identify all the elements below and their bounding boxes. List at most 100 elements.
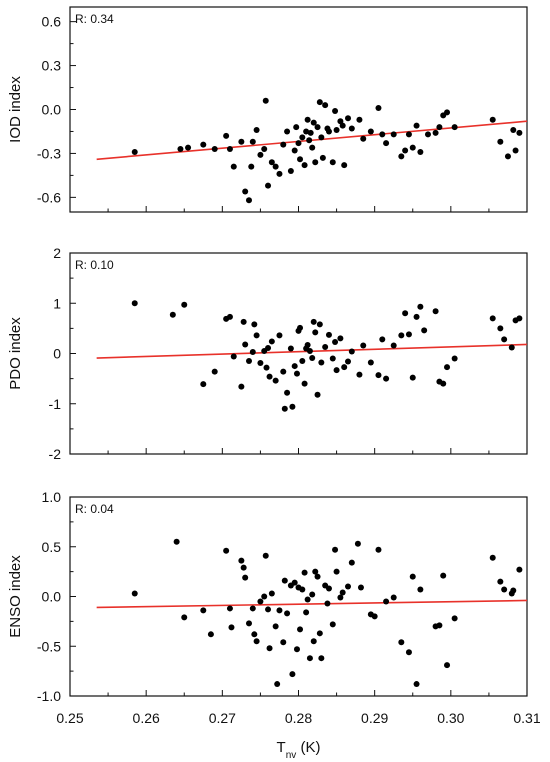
data-point	[272, 163, 279, 170]
data-point	[332, 107, 339, 114]
data-point	[251, 631, 258, 638]
data-point	[354, 540, 361, 547]
data-point	[329, 159, 336, 166]
data-point	[304, 341, 311, 348]
data-point	[303, 128, 310, 135]
data-point	[375, 546, 382, 553]
data-point	[413, 122, 420, 129]
data-point	[325, 128, 332, 135]
data-point	[251, 321, 258, 328]
data-point	[257, 598, 264, 605]
data-point	[409, 144, 416, 151]
data-point	[432, 129, 439, 136]
y-tick-label: 0.0	[42, 589, 62, 605]
data-point	[293, 124, 300, 131]
x-tick-label: 0.28	[285, 710, 312, 726]
data-point	[432, 308, 439, 315]
data-point	[516, 129, 523, 136]
data-point	[444, 662, 451, 669]
data-point	[299, 586, 306, 593]
data-point	[398, 639, 405, 646]
data-point	[265, 182, 272, 189]
data-point	[257, 360, 264, 367]
data-point	[309, 591, 316, 598]
data-point	[306, 137, 313, 144]
data-point	[249, 348, 256, 355]
data-point	[316, 99, 323, 106]
data-point	[417, 586, 424, 593]
data-point	[379, 131, 386, 138]
data-point	[319, 154, 326, 161]
data-point	[332, 546, 339, 553]
data-point	[501, 586, 508, 593]
data-point	[440, 380, 447, 387]
data-point	[489, 315, 496, 322]
data-point	[291, 147, 298, 154]
data-point	[304, 596, 311, 603]
data-point	[383, 375, 390, 382]
data-point	[309, 144, 316, 151]
y-tick-label: 0.5	[42, 539, 62, 555]
data-point	[173, 538, 180, 545]
data-point	[390, 594, 397, 601]
data-point	[516, 566, 523, 573]
plot-frame	[69, 496, 528, 697]
regression-line	[96, 599, 528, 609]
data-point	[303, 609, 310, 616]
y-tick-label: 0.0	[42, 102, 62, 118]
data-point	[497, 325, 504, 332]
data-point	[337, 594, 344, 601]
y-tick-label: 2	[53, 245, 61, 261]
data-point	[337, 335, 344, 342]
data-point	[383, 598, 390, 605]
data-point	[306, 655, 313, 662]
r-annotation: R: 0.04	[75, 502, 114, 516]
data-point	[398, 153, 405, 160]
data-point	[497, 578, 504, 585]
data-point	[297, 156, 304, 163]
y-tick-label: -1.0	[37, 688, 61, 704]
data-point	[451, 615, 458, 622]
data-point	[200, 381, 207, 388]
data-point	[261, 593, 268, 600]
data-point	[367, 359, 374, 366]
data-point	[318, 655, 325, 662]
data-point	[316, 630, 323, 637]
data-point	[284, 389, 291, 396]
data-point	[489, 116, 496, 123]
data-point	[245, 620, 252, 627]
data-point	[289, 403, 296, 410]
data-point	[280, 639, 287, 646]
data-point	[309, 355, 316, 362]
data-point	[413, 681, 420, 688]
data-point	[238, 138, 245, 145]
data-point	[360, 135, 367, 142]
data-point	[301, 162, 308, 169]
data-point	[436, 124, 443, 131]
data-point	[417, 303, 424, 310]
data-point	[312, 568, 319, 575]
x-tick-label: 0.31	[513, 710, 540, 726]
data-point	[276, 607, 283, 614]
data-point	[322, 102, 329, 109]
data-point	[272, 623, 279, 630]
data-point	[383, 140, 390, 147]
y-axis-title: PDO index	[7, 317, 24, 390]
plot-frame	[69, 6, 528, 213]
data-point	[307, 129, 314, 136]
data-point	[257, 151, 264, 158]
data-point	[238, 557, 245, 564]
panel-1: 0.6 0.3 0.0 -0.3 -0.6 IOD index R: 0.34	[7, 6, 528, 213]
data-point	[405, 649, 412, 656]
data-point	[181, 614, 188, 621]
data-point	[287, 345, 294, 352]
data-point	[223, 132, 230, 139]
data-point	[238, 383, 245, 390]
data-point	[230, 163, 237, 170]
x-tick-label: 0.29	[361, 710, 388, 726]
data-point	[512, 147, 519, 154]
data-point	[417, 148, 424, 155]
data-point	[274, 681, 281, 688]
data-point	[181, 301, 188, 308]
data-point	[226, 605, 233, 612]
